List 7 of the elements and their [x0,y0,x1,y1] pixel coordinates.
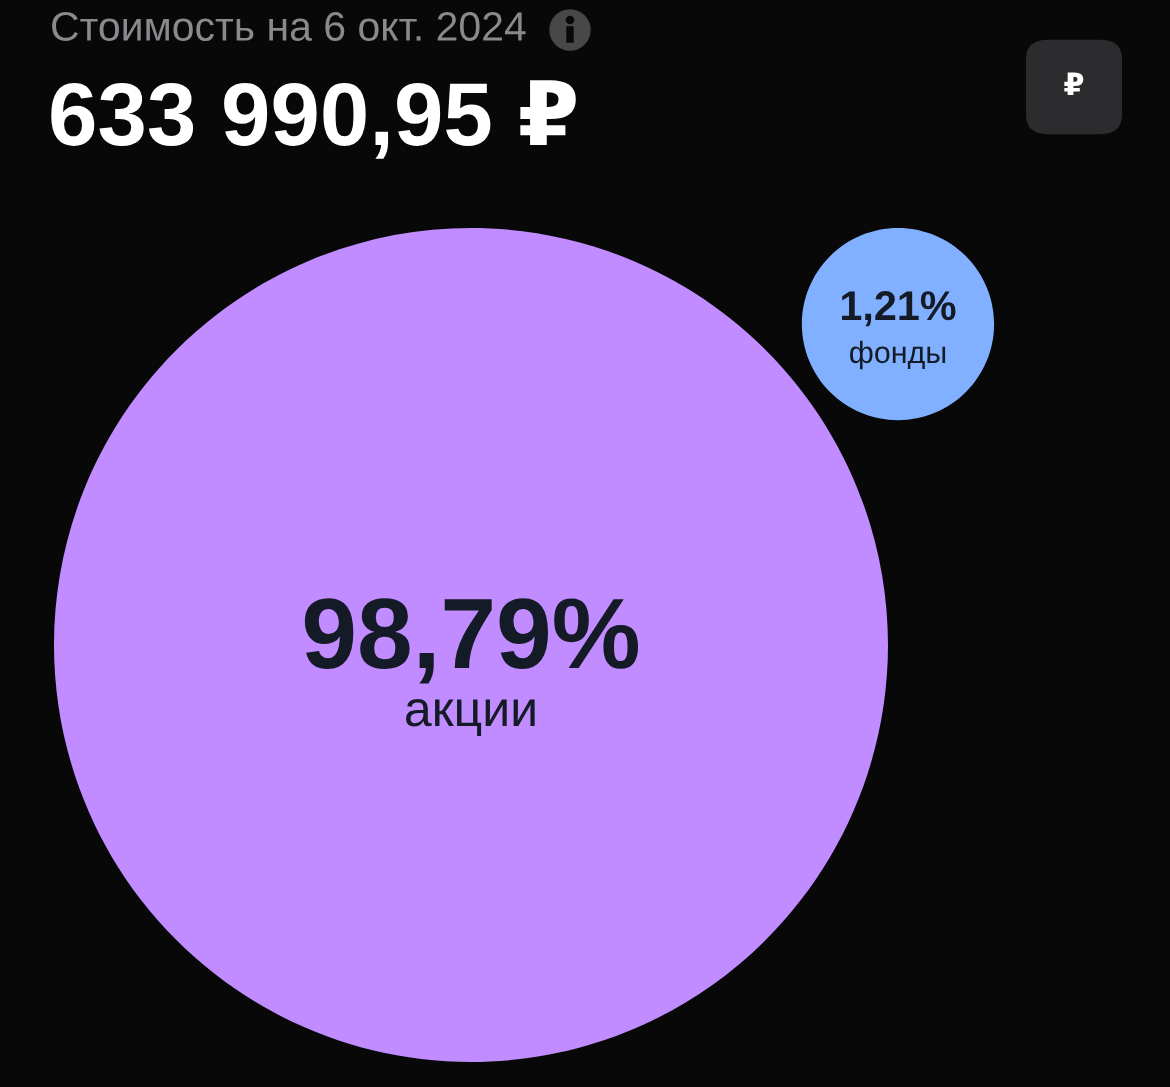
category-label: фонды [850,340,946,370]
category-label: акции [406,699,535,736]
text: ₽ [1064,72,1084,95]
text: Стоимость на 6 окт. 2024 [52,11,526,41]
data-label: 1,21% [842,291,956,327]
data-label: 98,79% [304,598,638,684]
text: 633 990,95 ₽ [51,80,576,159]
